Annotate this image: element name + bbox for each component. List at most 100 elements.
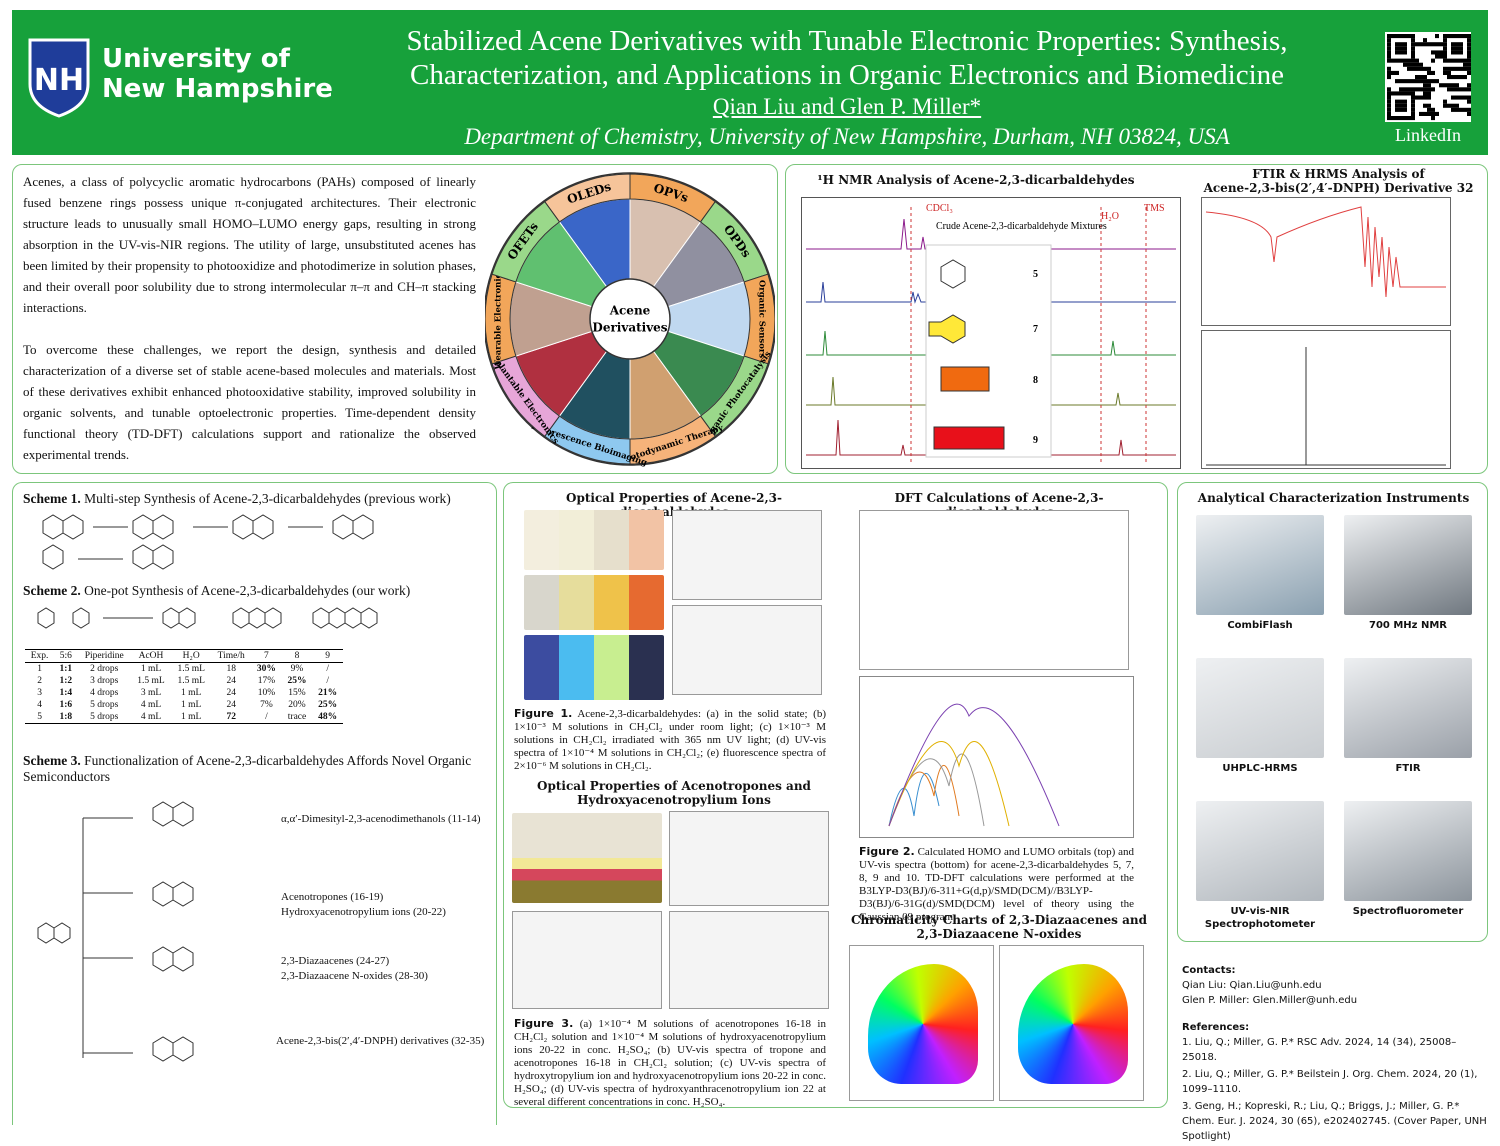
qr-module xyxy=(1387,91,1391,96)
qr-label: LinkedIn xyxy=(1395,125,1461,145)
qr-module xyxy=(1427,103,1431,108)
qr-module xyxy=(1459,46,1463,51)
reference: 3. Geng, H.; Kopreski, R.; Liu, Q.; Brig… xyxy=(1182,1101,1487,1142)
qr-module xyxy=(1399,87,1403,92)
qr-module xyxy=(1407,79,1411,84)
table-cell: 21% xyxy=(318,688,338,698)
instrument-grid: CombiFlash 700 MHz NMR UHPLC-HRMS FTIR UV-vi… xyxy=(1178,483,1489,943)
compound-number: 9 xyxy=(1033,435,1038,446)
table-header-cell: Time/h xyxy=(211,649,252,663)
qr-module xyxy=(1451,87,1455,92)
scheme-title: Scheme 2. One-pot Synthesis of Acene-2,3… xyxy=(23,583,410,599)
instrument-label: 700 MHz NMR xyxy=(1369,620,1447,631)
optical-dft-panel: Optical Properties of Acene-2,3-dicarbal… xyxy=(503,482,1168,1108)
qr-module xyxy=(1467,34,1471,39)
table-cell: 2 drops xyxy=(90,664,119,674)
compound-number: 8 xyxy=(1033,375,1038,386)
table-cell: 1 mL xyxy=(181,700,202,710)
qr-module xyxy=(1459,95,1463,100)
qr-module xyxy=(1403,46,1407,51)
qr-module xyxy=(1391,91,1395,96)
table-cell: 4 drops xyxy=(90,688,119,698)
qr-module xyxy=(1395,34,1399,39)
table-cell: 1.5 mL xyxy=(177,676,205,686)
qr-module xyxy=(1399,91,1403,96)
qr-module xyxy=(1403,79,1407,84)
qr-module xyxy=(1411,99,1415,104)
table-cell: 4 mL xyxy=(140,700,162,710)
qr-module xyxy=(1467,42,1471,47)
qr-module xyxy=(1411,95,1415,100)
qr-module xyxy=(1411,46,1415,51)
qr-module xyxy=(1463,34,1467,39)
scheme-text: One-pot Synthesis of Acene-2,3-dicarbald… xyxy=(84,583,411,598)
product-class: Hydroxyacenotropylium ions (20-22) xyxy=(281,906,446,918)
references-list: 1. Liu, Q.; Miller, G. P.* RSC Adv. 2024… xyxy=(1182,1035,1487,1144)
qr-module xyxy=(1451,42,1455,47)
product-class: 2,3-Diazaacenes (24-27) xyxy=(281,955,390,967)
qr-module xyxy=(1431,58,1435,63)
qr-module xyxy=(1387,66,1391,71)
table-cell: 18 xyxy=(226,664,236,674)
qr-module xyxy=(1435,111,1439,116)
qr-module xyxy=(1451,107,1455,112)
qr-module xyxy=(1439,50,1443,55)
qr-module xyxy=(1443,34,1447,39)
title-line: Hydroxyacenotropylium Ions xyxy=(577,793,771,807)
qr-module xyxy=(1391,34,1395,39)
nmr-label: CDCl₃ xyxy=(926,203,953,214)
qr-module xyxy=(1423,87,1427,92)
table-row: 3 1:4 4 drops 3 mL 1 mL 24 10% 15% 21% xyxy=(25,687,343,699)
qr-module xyxy=(1411,62,1415,67)
title-line: Stabilized Acene Derivatives with Tunabl… xyxy=(406,25,1288,57)
table-cell: 5 drops xyxy=(77,711,131,724)
authors: Qian Liu and Glen P. Miller* xyxy=(712,94,982,119)
wheel-center xyxy=(589,278,671,360)
qr-module xyxy=(1463,58,1467,63)
scheme2-drawing xyxy=(37,607,378,629)
table-cell: / xyxy=(326,676,329,686)
figure-caption: Figure 1. Acene-2,3-dicarbaldehydes: (a)… xyxy=(514,707,826,773)
qr-module xyxy=(1423,83,1427,88)
qr-module xyxy=(1467,58,1471,63)
qr-module xyxy=(1387,42,1391,47)
table-row: 1 1:1 2 drops 1 mL 1.5 mL 18 30% 9% / xyxy=(25,663,343,676)
qr-module xyxy=(1435,79,1439,84)
instruments-panel: Analytical Characterization Instruments … xyxy=(1177,482,1488,942)
table-cell: 3 xyxy=(37,688,42,698)
qr-module xyxy=(1431,111,1435,116)
title-line: FTIR & HRMS Analysis of xyxy=(1252,167,1425,181)
caption-text: Acene-2,3-dicarbaldehydes: (a) in the so… xyxy=(514,708,826,772)
section-title: Analytical Characterization Instruments xyxy=(1197,491,1470,505)
qr-module xyxy=(1395,107,1399,112)
contact-line: Glen P. Miller: Glen.Miller@unh.edu xyxy=(1182,995,1358,1006)
qr-module xyxy=(1443,66,1447,71)
qr-module xyxy=(1459,34,1463,39)
figure-caption: Figure 2. Calculated HOMO and LUMO orbit… xyxy=(859,845,1134,924)
table-cell: / xyxy=(326,664,329,674)
qr-module xyxy=(1411,66,1415,71)
qr-module xyxy=(1419,66,1423,71)
references-heading: References: xyxy=(1182,1022,1250,1033)
scheme-text: Multi-step Synthesis of Acene-2,3-dicarb… xyxy=(84,491,451,506)
qr-module xyxy=(1459,58,1463,63)
contacts-panel: Contacts: Qian Liu: Qian.Liu@unh.edu Gle… xyxy=(1177,950,1488,1142)
qr-module xyxy=(1411,42,1415,47)
svg-text:NH: NH xyxy=(34,63,84,98)
university-line: New Hampshire xyxy=(102,74,333,104)
qr-module xyxy=(1411,116,1415,121)
qr-module xyxy=(1451,34,1455,39)
qr-module xyxy=(1423,79,1427,84)
qr-module xyxy=(1403,50,1407,55)
scheme-title: Scheme 1. Multi-step Synthesis of Acene-… xyxy=(23,491,451,507)
qr-code xyxy=(1385,32,1471,122)
qr-module xyxy=(1467,95,1471,100)
qr-module xyxy=(1439,83,1443,88)
nmr-label: Crude Acene-2,3-dicarbaldehyde Mixtures xyxy=(936,221,1107,232)
cie-gamut xyxy=(1018,964,1128,1084)
qr-module xyxy=(1455,58,1459,63)
qr-module xyxy=(1403,42,1407,47)
table-cell: 25% xyxy=(318,700,338,710)
qr-module xyxy=(1403,99,1407,104)
